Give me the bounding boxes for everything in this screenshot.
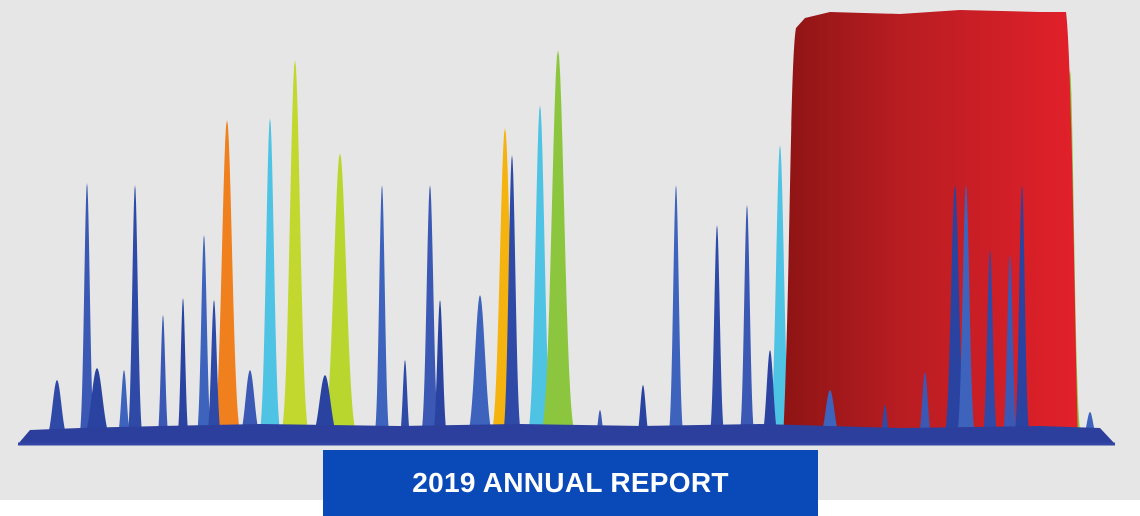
peak	[367, 185, 397, 442]
peak	[200, 120, 254, 442]
peak	[307, 153, 373, 442]
peak	[732, 205, 762, 442]
peak	[189, 235, 219, 442]
banner: 2019 ANNUAL REPORT	[323, 450, 818, 516]
red-band	[783, 10, 1078, 440]
peak	[752, 350, 788, 442]
peak	[412, 185, 448, 442]
peak	[249, 118, 291, 442]
peak	[806, 390, 854, 442]
peak	[151, 315, 175, 442]
peak	[1072, 412, 1108, 442]
peak	[67, 368, 127, 442]
peak	[910, 372, 940, 442]
spectrum-artwork	[0, 0, 1140, 500]
peak	[759, 145, 801, 442]
peak	[948, 185, 984, 442]
peak	[702, 225, 732, 442]
peak	[295, 375, 355, 442]
peak	[934, 185, 976, 442]
peak	[975, 250, 1005, 442]
peak	[873, 405, 897, 442]
peak	[995, 255, 1025, 442]
banner-title: 2019 ANNUAL REPORT	[412, 467, 729, 498]
peak	[171, 298, 195, 442]
peak	[33, 380, 81, 442]
peak	[516, 105, 564, 442]
peak	[494, 155, 530, 442]
peak	[425, 300, 455, 442]
peak	[72, 183, 102, 442]
floor	[18, 424, 1115, 444]
peak	[268, 60, 322, 442]
peak	[109, 370, 139, 442]
peak	[628, 385, 658, 442]
peak	[1007, 185, 1037, 442]
peak	[199, 300, 229, 442]
peak	[525, 50, 591, 442]
peak	[393, 360, 417, 442]
peak	[478, 128, 532, 442]
peak	[661, 185, 691, 442]
peak	[226, 370, 274, 442]
peak	[453, 295, 507, 442]
peak	[120, 185, 150, 442]
